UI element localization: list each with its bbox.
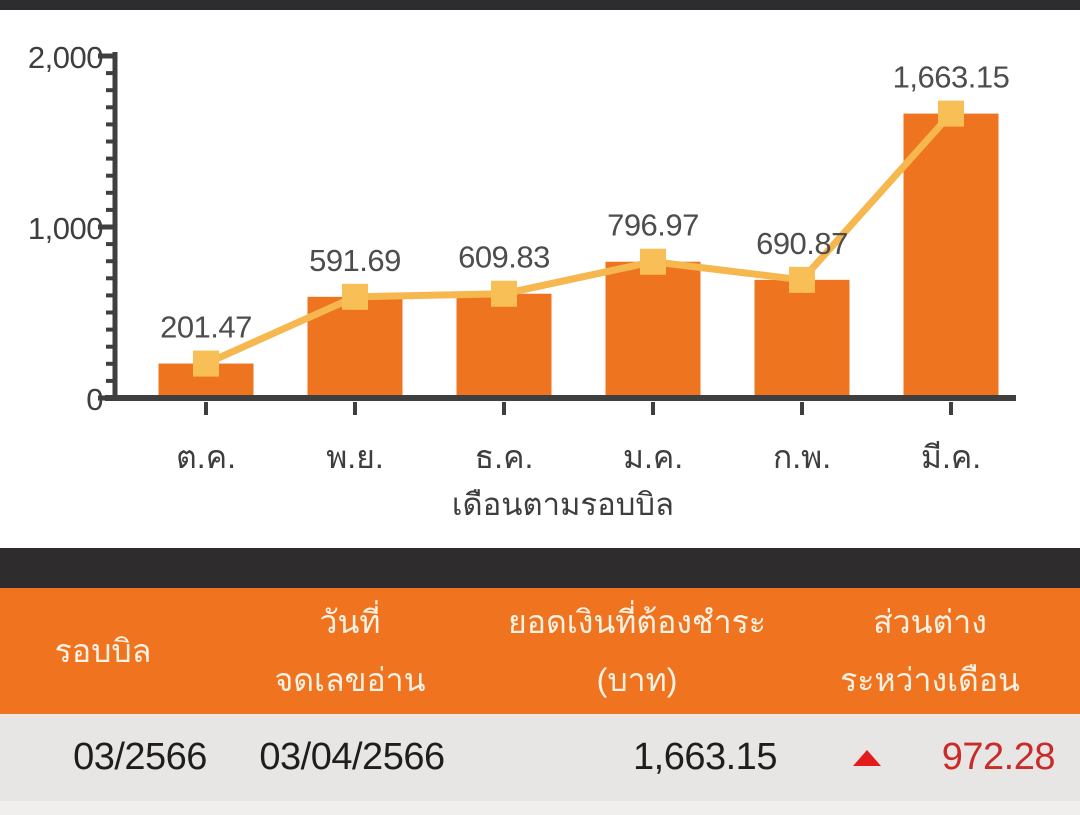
cell-reading-date: 03/04/2566 bbox=[259, 736, 445, 778]
cell-amount-due: 1,663.15 bbox=[633, 736, 777, 778]
bar-value-label: 609.83 bbox=[458, 240, 550, 275]
line-marker bbox=[342, 283, 368, 310]
header-month-diff: ส่วนต่าง ระหว่างเดือน bbox=[780, 588, 1080, 714]
line-marker bbox=[938, 100, 964, 127]
header-month-diff-line2: ระหว่างเดือน bbox=[840, 662, 1020, 698]
header-amount-due: ยอดเงินที่ต้องชำระ (บาท) bbox=[494, 588, 780, 714]
x-tick-label: ต.ค. bbox=[176, 439, 236, 475]
bar-value-label: 201.47 bbox=[160, 310, 252, 345]
header-bill-cycle-label: รอบบิล bbox=[54, 633, 152, 669]
bill-table-header: รอบบิล วันที่ จดเลขอ่าน ยอดเงินที่ต้องชำ… bbox=[0, 588, 1080, 714]
footer-strip bbox=[0, 801, 1080, 815]
line-marker bbox=[491, 280, 517, 307]
bill-table-row[interactable]: 03/2566 03/04/2566 1,663.15 972.28 bbox=[0, 714, 1080, 801]
header-month-diff-line1: ส่วนต่าง bbox=[873, 604, 987, 640]
header-reading-date: วันที่ จดเลขอ่าน bbox=[206, 588, 494, 714]
bar bbox=[903, 113, 999, 398]
x-tick-label: ม.ค. bbox=[623, 439, 683, 475]
header-amount-due-line2: (บาท) bbox=[596, 662, 678, 698]
y-tick-label: 0 bbox=[86, 382, 103, 417]
bar bbox=[456, 293, 552, 398]
billing-chart-section: 0 1,000 2,000 ต.ค. พ.ย. ธ.ค. ม.ค. ก.พ. มี.ค. 201.… bbox=[0, 10, 1080, 548]
cell-bill-cycle: 03/2566 bbox=[73, 736, 207, 778]
y-tick-label: 2,000 bbox=[28, 40, 103, 75]
line-marker bbox=[789, 266, 815, 293]
status-bar bbox=[0, 0, 1080, 10]
header-amount-due-line1: ยอดเงินที่ต้องชำระ bbox=[508, 604, 766, 640]
bar-value-label: 690.87 bbox=[756, 226, 848, 261]
x-axis-title: เดือนตามรอบบิล bbox=[452, 487, 674, 522]
bar-value-label: 796.97 bbox=[607, 208, 699, 243]
x-tick-label: มี.ค. bbox=[921, 439, 981, 475]
line-marker bbox=[640, 248, 666, 275]
x-tick-label: ธ.ค. bbox=[475, 439, 534, 475]
x-tick-label: ก.พ. bbox=[773, 439, 831, 475]
y-tick-label: 1,000 bbox=[28, 211, 103, 246]
cell-month-diff: 972.28 bbox=[941, 736, 1056, 778]
header-reading-date-line1: วันที่ bbox=[319, 604, 381, 640]
bar bbox=[754, 279, 850, 398]
bar-value-label: 1,663.15 bbox=[893, 60, 1010, 95]
section-divider bbox=[0, 548, 1080, 588]
line-marker bbox=[193, 350, 219, 377]
increase-arrow-icon bbox=[853, 750, 881, 766]
bar bbox=[605, 261, 701, 398]
header-reading-date-line2: จดเลขอ่าน bbox=[274, 662, 426, 698]
billing-bar-line-chart: 0 1,000 2,000 ต.ค. พ.ย. ธ.ค. ม.ค. ก.พ. มี.ค. 201.… bbox=[28, 40, 1016, 522]
trend-line bbox=[204, 111, 954, 367]
header-bill-cycle: รอบบิล bbox=[0, 588, 206, 714]
bar-value-label: 591.69 bbox=[309, 243, 401, 278]
x-tick-label: พ.ย. bbox=[326, 439, 384, 475]
